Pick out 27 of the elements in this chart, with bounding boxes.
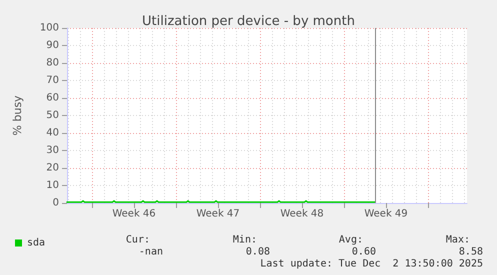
text: 0.08 (246, 246, 270, 258)
x-tick-label: Week 46 (112, 208, 156, 220)
text: 8.58 (458, 246, 483, 258)
chart-title: Utilization per device - by month (142, 14, 355, 29)
text: Min: (232, 234, 257, 246)
x-tick-label: Week 49 (364, 208, 408, 220)
legend-label: sda (27, 238, 46, 248)
y-axis-title: % busy (11, 94, 24, 136)
text: Last update: Tue Dec 2 13:50:00 2025 (260, 258, 483, 270)
y-tick-label: 60 (46, 92, 59, 104)
text: 0.60 (352, 246, 376, 258)
y-tick-label: 70 (46, 75, 59, 86)
x-tick-label: Week 48 (280, 208, 324, 220)
y-tick-label: 90 (46, 40, 59, 51)
y-tick-label: 20 (46, 162, 59, 174)
y-tick-label: 0 (52, 198, 59, 208)
x-tick-label: Week 47 (196, 208, 240, 220)
text: Avg: (338, 234, 363, 246)
y-tick-label: 50 (46, 110, 59, 121)
y-tick-label: 30 (46, 145, 59, 156)
y-tick-label: 80 (46, 58, 59, 68)
y-tick-label: 40 (46, 128, 59, 138)
text: Max: (446, 234, 470, 246)
text: -nan (138, 246, 163, 258)
text: Cur: (126, 234, 150, 246)
y-tick-label: 100 (40, 22, 59, 34)
y-tick-label: 10 (46, 180, 59, 191)
